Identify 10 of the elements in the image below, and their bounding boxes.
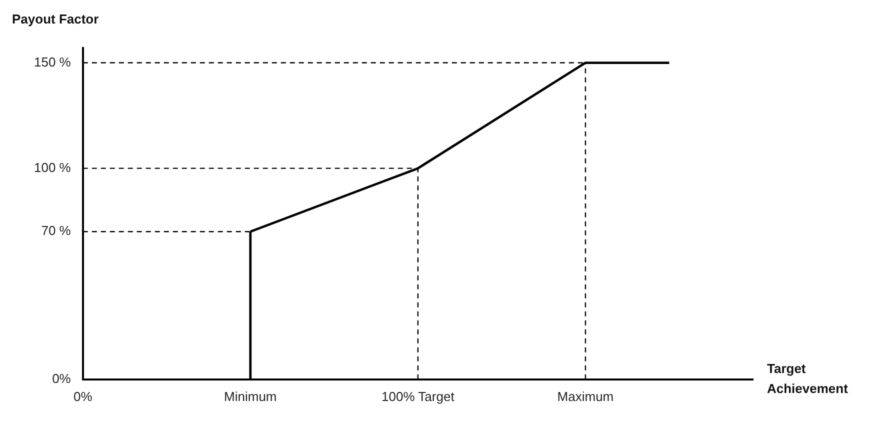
y-tick-label: 150 % (34, 54, 72, 70)
x-axis-title: Target Achievement (767, 360, 849, 396)
x-tick-label: Minimum (224, 388, 277, 404)
y-axis-title: Payout Factor (12, 12, 99, 27)
y-tick-label: 70 % (41, 223, 72, 238)
y-tick-label: 0% (52, 370, 72, 386)
x-tick-label: 0% (73, 388, 93, 404)
y-tick-label: 100 % (34, 160, 72, 175)
x-tick-label: Maximum (557, 388, 614, 404)
x-tick-label: 100% Target (382, 388, 455, 404)
